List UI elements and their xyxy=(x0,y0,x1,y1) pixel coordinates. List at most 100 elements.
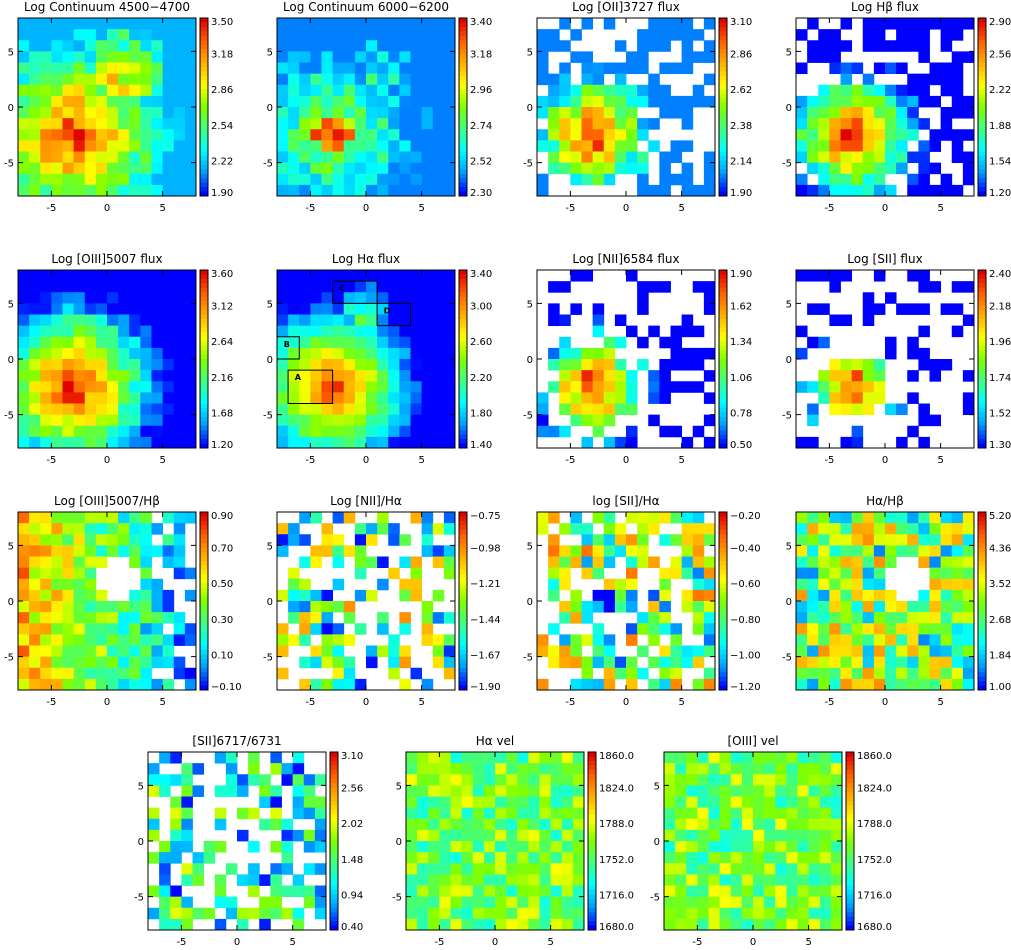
heatmap-cell xyxy=(343,403,356,416)
panel-title: [SII]6717/6731 xyxy=(192,734,282,748)
heatmap-cell xyxy=(775,918,787,931)
heatmap-cell xyxy=(62,601,75,613)
heatmap-cell xyxy=(907,270,919,282)
x-tick-label: 0 xyxy=(363,203,369,214)
colorbar-frame xyxy=(718,511,728,691)
heatmap-cell xyxy=(18,634,30,646)
heatmap-cell xyxy=(775,807,787,820)
heatmap-cell xyxy=(548,589,560,602)
heatmap-cell xyxy=(162,118,175,130)
heatmap-cell xyxy=(29,523,41,535)
heatmap-cell xyxy=(410,151,423,164)
heatmap-cell xyxy=(483,852,496,864)
heatmap-cell xyxy=(281,885,294,898)
heatmap-cell xyxy=(421,623,434,635)
heatmap-cell xyxy=(40,347,52,360)
heatmap-cell xyxy=(140,292,152,304)
heatmap-cell xyxy=(95,325,108,338)
panel-title: Log [OIII]5007 flux xyxy=(51,252,163,266)
colorbar-tick-label: 2.90 xyxy=(989,17,1011,28)
heatmap-cell xyxy=(377,392,389,404)
heatmap-cell xyxy=(675,852,687,864)
colorbar-segment xyxy=(200,354,208,360)
heatmap-cell xyxy=(907,95,919,108)
colorbar-tick-label: 3.10 xyxy=(341,751,363,762)
heatmap-cell xyxy=(366,84,378,97)
heatmap-cell xyxy=(366,381,378,393)
heatmap-cell xyxy=(730,785,743,797)
heatmap-cell xyxy=(670,667,683,680)
colorbar-segment xyxy=(719,538,727,544)
heatmap-cell xyxy=(786,829,798,842)
heatmap-cell xyxy=(664,829,676,842)
heatmap-cell xyxy=(840,623,853,635)
heatmap-cell xyxy=(18,314,30,327)
colorbar-segment xyxy=(459,439,467,445)
heatmap-cell xyxy=(648,84,660,97)
heatmap-cell xyxy=(730,807,743,820)
colorbar-segment xyxy=(846,912,854,918)
heatmap-cell xyxy=(84,403,97,416)
heatmap-cell xyxy=(129,534,141,546)
heatmap-cell xyxy=(670,645,683,658)
heatmap-cell xyxy=(62,370,75,382)
heatmap-cell xyxy=(506,863,518,875)
heatmap-cell xyxy=(288,589,300,602)
heatmap-cell xyxy=(829,656,841,669)
colorbar-segment xyxy=(719,58,727,63)
colorbar-segment xyxy=(459,164,467,170)
heatmap-cell xyxy=(129,151,141,164)
heatmap-cell xyxy=(697,863,709,875)
heatmap-cell xyxy=(343,84,356,97)
heatmap-cell xyxy=(421,403,434,416)
heatmap-cell xyxy=(572,785,585,797)
heatmap-cell xyxy=(18,601,30,613)
heatmap-cell xyxy=(377,270,389,282)
heatmap-cell xyxy=(637,84,649,97)
colorbar-segment xyxy=(588,760,596,766)
colorbar-tick-label: 2.56 xyxy=(341,784,363,795)
colorbar-tick-label: 2.62 xyxy=(730,85,752,96)
colorbar-segment xyxy=(719,547,727,553)
heatmap-cell xyxy=(118,359,130,371)
heatmap-cell xyxy=(570,589,582,602)
heatmap-cell xyxy=(962,173,975,186)
heatmap-cell xyxy=(170,796,182,809)
heatmap-cell xyxy=(140,173,152,186)
heatmap-cell xyxy=(670,359,683,371)
heatmap-cell xyxy=(214,896,227,909)
heatmap-cell xyxy=(151,162,164,175)
heatmap-cell xyxy=(528,785,540,797)
heatmap-cell xyxy=(907,173,919,186)
colorbar-segment xyxy=(719,35,727,41)
colorbar-segment xyxy=(330,765,338,771)
heatmap-cell xyxy=(495,852,507,864)
heatmap-cell xyxy=(648,601,660,613)
colorbar-segment xyxy=(459,569,467,575)
colorbar-segment xyxy=(978,587,986,593)
heatmap-cell xyxy=(907,18,919,30)
heatmap-cell xyxy=(918,667,930,680)
heatmap-cell xyxy=(288,40,300,52)
heatmap-cell xyxy=(539,907,552,920)
heatmap-cell xyxy=(354,95,367,108)
colorbar-segment xyxy=(459,111,467,117)
heatmap-cell xyxy=(95,84,108,97)
heatmap-cell xyxy=(626,95,638,108)
colorbar-segment xyxy=(978,390,986,396)
heatmap-cell xyxy=(406,785,418,797)
colorbar-segment xyxy=(978,111,986,117)
heatmap-cell xyxy=(62,173,75,186)
colorbar-segment xyxy=(719,178,727,184)
heatmap-cell xyxy=(118,601,130,613)
heatmap-cell xyxy=(277,129,289,141)
colorbar-segment xyxy=(719,425,727,431)
heatmap-cell xyxy=(818,40,830,52)
colorbar-segment xyxy=(459,525,467,531)
heatmap-cell xyxy=(343,292,356,304)
heatmap-cell xyxy=(697,852,709,864)
heatmap-cell xyxy=(129,325,141,338)
colorbar-segment xyxy=(459,327,467,333)
heatmap-cell xyxy=(29,151,41,164)
heatmap-cell xyxy=(321,162,334,175)
